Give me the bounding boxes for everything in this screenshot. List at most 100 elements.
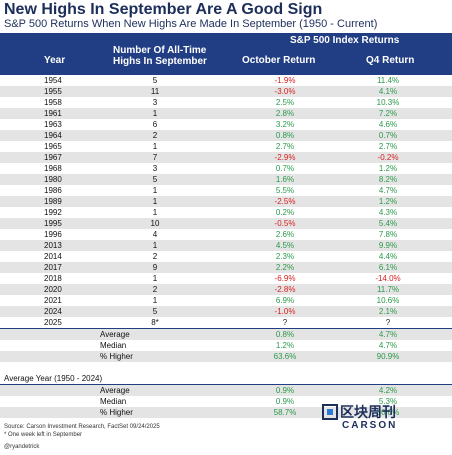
year-cell: 1980 — [44, 175, 62, 184]
summary-row: Average 0.8% 4.7% — [0, 329, 452, 340]
summary-label: Median — [100, 341, 127, 350]
highs-count-cell: 1 — [152, 241, 158, 250]
page-subtitle: S&P 500 Returns When New Highs Are Made … — [4, 18, 378, 30]
year-cell: 2018 — [44, 274, 62, 283]
october-return-cell: -0.5% — [274, 219, 296, 228]
table-row: 1968 3 0.7% 1.2% — [0, 163, 452, 174]
summary-october: 0.9% — [275, 386, 295, 395]
table-row: 1961 1 2.8% 7.2% — [0, 108, 452, 119]
year-cell: 2021 — [44, 296, 62, 305]
highs-count-cell: 1 — [152, 274, 158, 283]
table-row: 1965 1 2.7% 2.7% — [0, 141, 452, 152]
highs-count-cell: 10 — [150, 219, 160, 228]
q4-return-cell: 4.3% — [378, 208, 398, 217]
october-return-cell: 0.7% — [275, 164, 295, 173]
year-cell: 2025 — [44, 318, 62, 327]
october-return-cell: -6.9% — [274, 274, 296, 283]
table-row: 2021 1 6.9% 10.6% — [0, 295, 452, 306]
highs-count-cell: 2 — [152, 285, 158, 294]
october-return-cell: 3.2% — [275, 120, 295, 129]
summary-q4: 80.0% — [376, 408, 400, 417]
summary-row: Median 0.9% 5.3% — [0, 396, 452, 407]
q4-return-cell: 11.7% — [376, 285, 400, 294]
summary-row: % Higher 58.7% 80.0% — [0, 407, 452, 418]
table-row: 2014 2 2.3% 4.4% — [0, 251, 452, 262]
average-divider — [0, 384, 452, 385]
watermark-text: 区块周刊 — [340, 404, 396, 420]
summary-q4: 90.9% — [376, 352, 400, 361]
page-title: New Highs In September Are A Good Sign — [4, 1, 323, 18]
highs-count-cell: 3 — [152, 98, 158, 107]
q4-return-cell: 10.6% — [376, 296, 400, 305]
q4-return-cell: 11.4% — [376, 76, 400, 85]
header-october-return: October Return — [242, 55, 316, 66]
q4-return-cell: 4.7% — [378, 186, 398, 195]
q4-return-cell: 0.7% — [378, 131, 398, 140]
author-handle: @ryandetrick — [4, 444, 40, 450]
header-index-returns: S&P 500 Index Returns — [290, 35, 400, 46]
october-return-cell: 2.5% — [275, 98, 295, 107]
highs-count-cell: 5 — [152, 76, 158, 85]
year-cell: 1958 — [44, 98, 62, 107]
table-row: 2024 5 -1.0% 2.1% — [0, 306, 452, 317]
source-note: Source: Carson Investment Research, Fact… — [4, 424, 160, 430]
q4-return-cell: 8.2% — [378, 175, 398, 184]
q4-return-cell: 4.6% — [378, 120, 398, 129]
summary-divider — [0, 328, 452, 329]
table-row: 1989 1 -2.5% 1.2% — [0, 196, 452, 207]
highs-count-cell: 9 — [152, 263, 158, 272]
october-return-cell: -2.9% — [274, 153, 296, 162]
year-cell: 1954 — [44, 76, 62, 85]
summary-row: Average 0.9% 4.2% — [0, 385, 452, 396]
year-cell: 2024 — [44, 307, 62, 316]
header-q4-return: Q4 Return — [366, 55, 415, 66]
highs-count-cell: 8* — [151, 318, 159, 327]
highs-count-cell: 1 — [152, 109, 158, 118]
year-cell: 1967 — [44, 153, 62, 162]
summary-october: 0.9% — [275, 397, 295, 406]
q4-return-cell: 2.1% — [378, 307, 398, 316]
summary-label: Average — [100, 386, 130, 395]
highs-count-cell: 2 — [152, 131, 158, 140]
q4-return-cell: 1.2% — [378, 164, 398, 173]
q4-return-cell: 10.3% — [376, 98, 400, 107]
q4-return-cell: -0.2% — [377, 153, 399, 162]
summary-q4: 4.2% — [378, 386, 398, 395]
highs-count-cell: 6 — [152, 120, 158, 129]
summary-label: Median — [100, 397, 127, 406]
q4-return-cell: 2.7% — [378, 142, 398, 151]
carson-logo-text: CARSON — [342, 420, 398, 431]
highs-count-cell: 1 — [152, 142, 158, 151]
table-row: 2013 1 4.5% 9.9% — [0, 240, 452, 251]
footnote: * One week left in September — [4, 432, 83, 438]
year-cell: 1964 — [44, 131, 62, 140]
q4-return-cell: 7.8% — [378, 230, 398, 239]
table-row: 1954 5 -1.9% 11.4% — [0, 75, 452, 86]
q4-return-cell: 1.2% — [378, 197, 398, 206]
summary-row: Median 1.2% 4.7% — [0, 340, 452, 351]
highs-count-cell: 1 — [152, 197, 158, 206]
summary-q4: 4.7% — [378, 330, 398, 339]
header-num-line2: Highs In September — [113, 56, 207, 67]
highs-count-cell: 1 — [152, 208, 158, 217]
october-return-cell: 2.8% — [275, 109, 295, 118]
october-return-cell: 5.5% — [275, 186, 295, 195]
highs-count-cell: 1 — [152, 186, 158, 195]
summary-october: 0.8% — [275, 330, 295, 339]
october-return-cell: 4.5% — [275, 241, 295, 250]
year-cell: 1955 — [44, 87, 62, 96]
table-row: 1992 1 0.2% 4.3% — [0, 207, 452, 218]
october-return-cell: 2.7% — [275, 142, 295, 151]
year-cell: 1965 — [44, 142, 62, 151]
highs-count-cell: 7 — [152, 153, 158, 162]
highs-count-cell: 4 — [152, 230, 158, 239]
q4-return-cell: 6.1% — [378, 263, 398, 272]
year-cell: 2017 — [44, 263, 62, 272]
table-row: 1986 1 5.5% 4.7% — [0, 185, 452, 196]
table-row: 2018 1 -6.9% -14.0% — [0, 273, 452, 284]
header-num-line1: Number Of All-Time — [113, 45, 207, 56]
year-cell: 1996 — [44, 230, 62, 239]
q4-return-cell: 4.1% — [378, 87, 398, 96]
year-cell: 1992 — [44, 208, 62, 217]
q4-return-cell: 5.4% — [378, 219, 398, 228]
